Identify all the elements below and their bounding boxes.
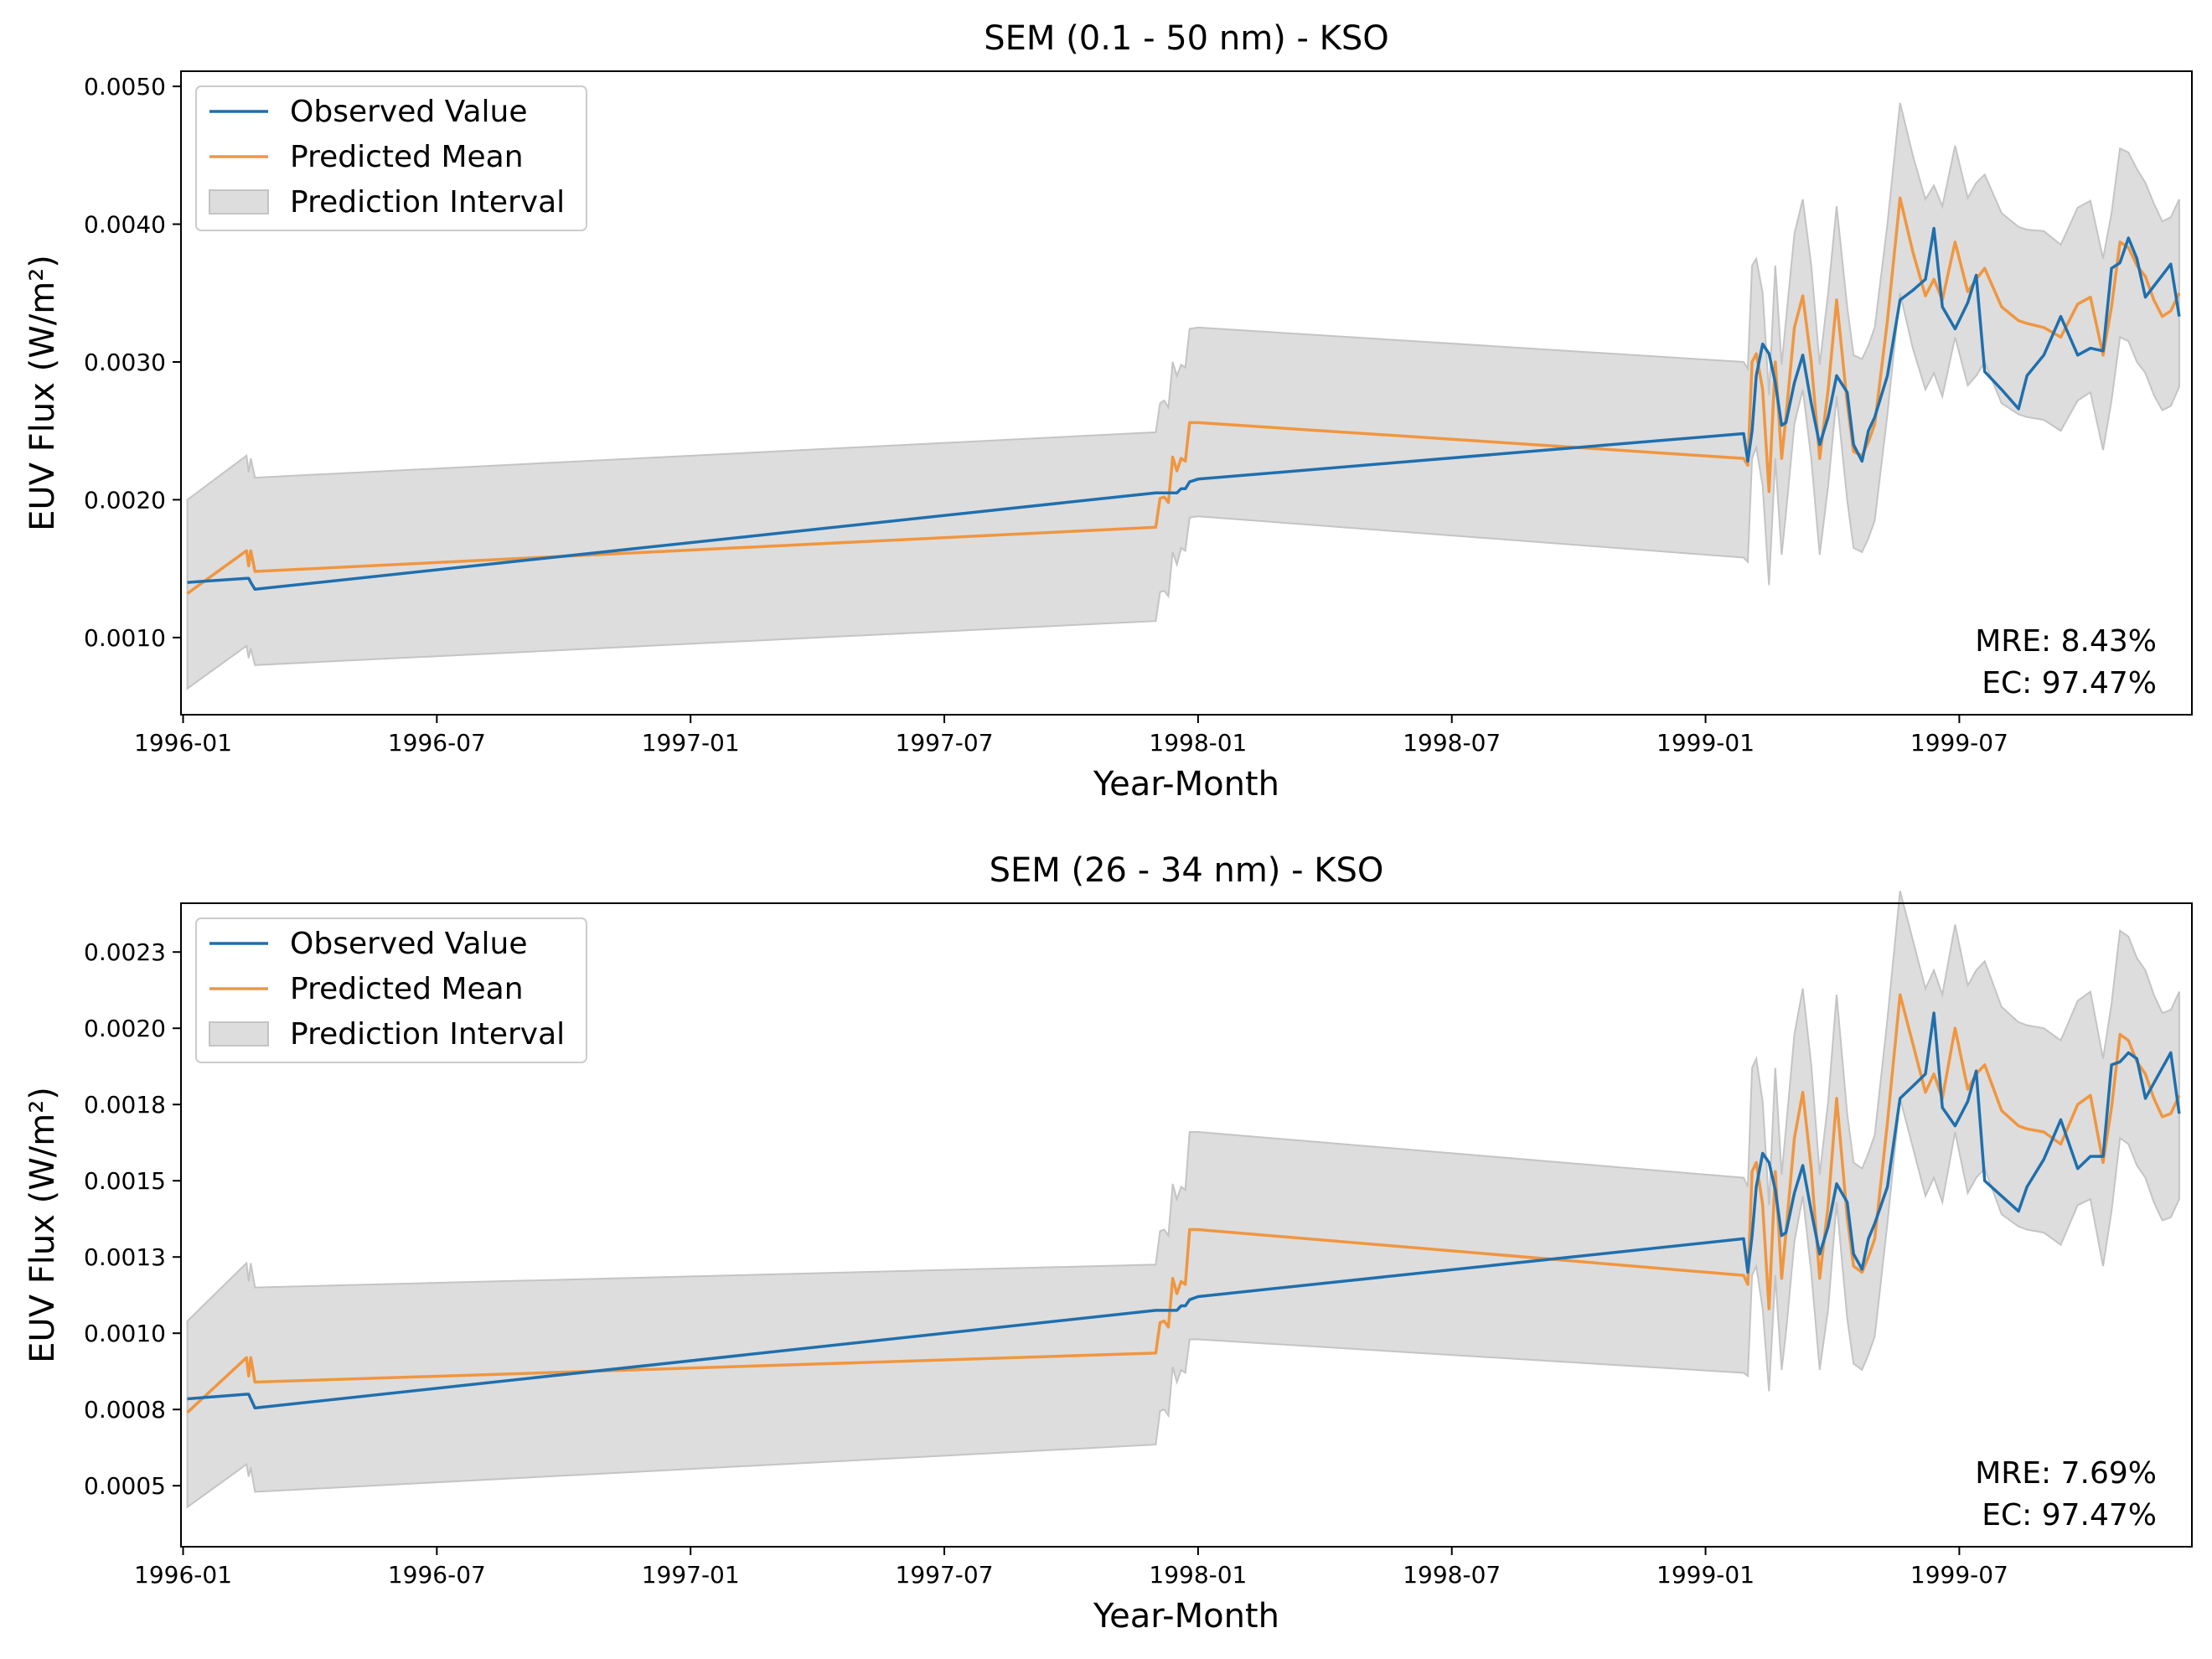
y-tick-label: 0.0013: [84, 1243, 166, 1271]
x-tick-label: 1996-01: [134, 729, 232, 757]
y-tick-label: 0.0020: [84, 486, 166, 514]
y-tick-label: 0.0010: [84, 1320, 166, 1347]
ec-annotation: EC: 97.47%: [1982, 666, 2157, 700]
x-tick-label: 1998-07: [1403, 1561, 1501, 1589]
legend-observed-label: Observed Value: [290, 927, 528, 961]
y-tick-label: 0.0020: [84, 1015, 166, 1042]
y-tick-label: 0.0018: [84, 1091, 166, 1119]
plot-frame: [180, 70, 2193, 716]
plot-frame: [180, 902, 2193, 1548]
x-axis-label: Year-Month: [1093, 765, 1279, 804]
y-tick-label: 0.0010: [84, 624, 166, 652]
x-tick-label: 1999-01: [1656, 729, 1755, 757]
y-axis-label: EUV Flux (W/m²): [23, 1087, 62, 1363]
prediction-interval-band: [186, 891, 2180, 1509]
x-axis-label: Year-Month: [1093, 1597, 1279, 1636]
y-axis-label: EUV Flux (W/m²): [23, 255, 62, 531]
x-tick-label: 1998-01: [1149, 729, 1247, 757]
legend-box: [195, 917, 587, 1063]
x-tick-label: 1999-01: [1656, 1561, 1755, 1589]
x-tick-label: 1997-01: [642, 1561, 740, 1589]
chart-title: SEM (26 - 34 nm) - KSO: [990, 851, 1384, 890]
y-tick-label: 0.0015: [84, 1167, 166, 1195]
x-tick-label: 1999-07: [1910, 1561, 2008, 1589]
legend-observed-label: Observed Value: [290, 95, 528, 129]
legend-interval-swatch: [209, 189, 269, 214]
legend-predicted-label: Predicted Mean: [290, 972, 524, 1006]
x-tick-label: 1997-07: [896, 1561, 994, 1589]
legend: Observed Value Predicted Mean Prediction I…: [195, 917, 587, 1063]
chart-panel-2: SEM (26 - 34 nm) - KSO 0.0005 0.0008 0.0010…: [23, 851, 2193, 1636]
y-tick-label: 0.0050: [84, 73, 166, 101]
y-tick-label: 0.0023: [84, 938, 166, 966]
legend-interval-swatch: [209, 1021, 269, 1047]
mre-annotation: MRE: 7.69%: [1975, 1456, 2157, 1491]
y-tick-label: 0.0030: [84, 349, 166, 376]
mre-annotation: MRE: 8.43%: [1975, 624, 2157, 659]
x-tick-label: 1996-07: [388, 1561, 486, 1589]
y-tick-label: 0.0008: [84, 1396, 166, 1424]
x-tick-label: 1996-01: [134, 1561, 232, 1589]
predicted-mean-line: [186, 993, 2181, 1414]
x-tick-label: 1998-01: [1149, 1561, 1247, 1589]
observed-value-line: [187, 226, 2181, 592]
legend-interval-label: Prediction Interval: [290, 1017, 565, 1052]
legend: Observed Value Predicted Mean Prediction I…: [195, 85, 587, 231]
x-tick-label: 1997-01: [642, 729, 740, 757]
x-tick-label: 1997-07: [896, 729, 994, 757]
legend-interval-label: Prediction Interval: [290, 185, 565, 220]
ec-annotation: EC: 97.47%: [1982, 1498, 2157, 1532]
observed-value-line: [187, 1011, 2181, 1410]
chart-panel-1: SEM (0.1 - 50 nm) - KSO 0.0010 0.0020 0.003…: [23, 19, 2193, 804]
chart-title: SEM (0.1 - 50 nm) - KSO: [984, 19, 1388, 58]
legend-predicted-label: Predicted Mean: [290, 140, 524, 174]
x-tick-label: 1999-07: [1910, 729, 2008, 757]
legend-box: [195, 85, 587, 231]
x-tick-label: 1998-07: [1403, 729, 1501, 757]
y-tick-label: 0.0040: [84, 211, 166, 239]
x-tick-label: 1996-07: [388, 729, 486, 757]
y-tick-label: 0.0005: [84, 1472, 166, 1500]
